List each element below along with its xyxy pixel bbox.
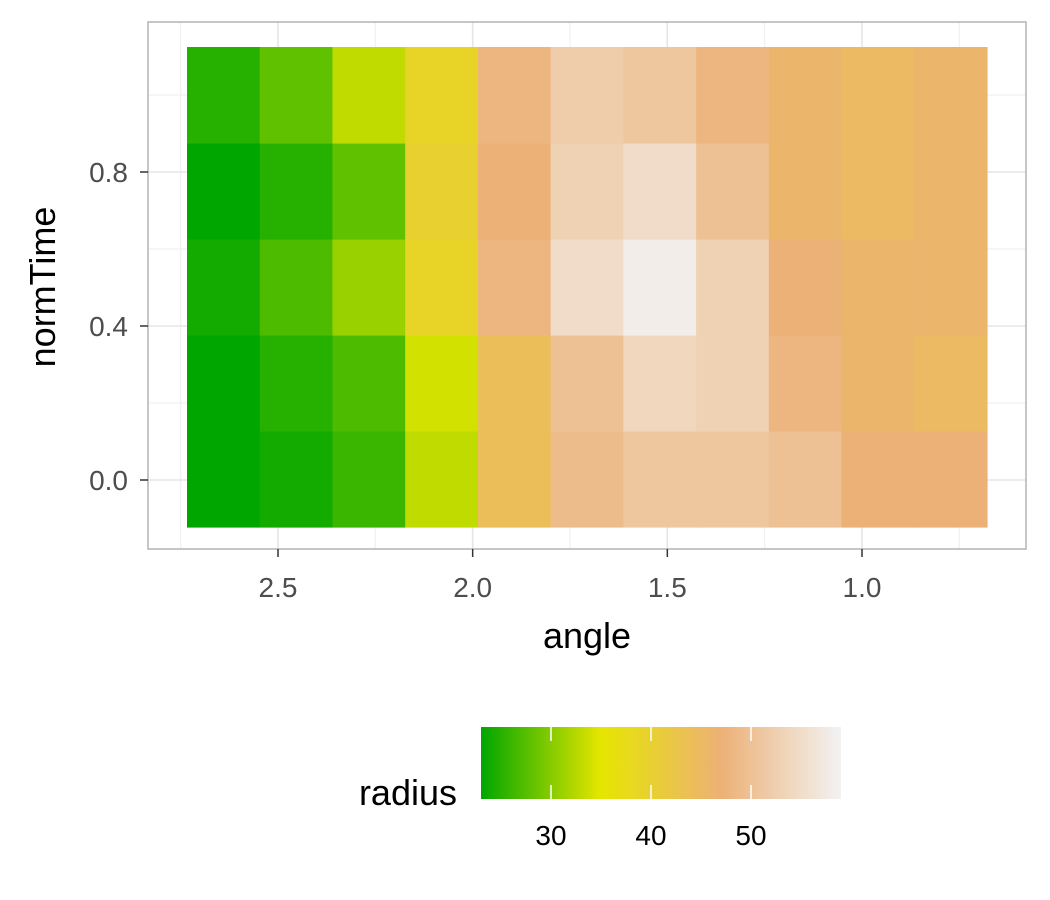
heatmap-cell	[332, 239, 406, 336]
heatmap-cell	[405, 431, 479, 528]
legend-tick-label: 40	[635, 820, 666, 851]
heatmap-cell	[187, 47, 261, 144]
heatmap-cell	[477, 47, 552, 144]
y-tick-label: 0.0	[89, 465, 128, 496]
heatmap-cell	[768, 335, 843, 432]
heatmap-cell	[477, 431, 552, 528]
heatmap-cell	[623, 143, 697, 240]
heatmap-cell	[187, 431, 261, 528]
y-tick-label: 0.4	[89, 311, 128, 342]
heatmap-cell	[841, 47, 915, 144]
heatmap-cell	[550, 143, 624, 240]
heatmap-cell	[841, 335, 915, 432]
heatmap-cell	[332, 47, 406, 144]
y-axis-title: normTime	[22, 207, 63, 368]
heatmap-cell	[477, 335, 552, 432]
y-tick-label: 0.8	[89, 157, 128, 188]
heatmap-cell	[696, 431, 770, 528]
heatmap-cell	[696, 239, 770, 336]
heatmap-cell	[187, 143, 261, 240]
heatmap-cell	[914, 335, 988, 432]
legend-tick-label: 50	[735, 820, 766, 851]
x-tick-label: 2.5	[259, 572, 298, 603]
legend-colorbar	[481, 727, 841, 799]
heatmap-cell	[623, 239, 697, 336]
x-tick-label: 2.0	[453, 572, 492, 603]
heatmap-cell	[332, 431, 406, 528]
heatmap-cell	[914, 47, 988, 144]
legend-title: radius	[359, 772, 457, 813]
x-axis-title: angle	[543, 615, 631, 656]
heatmap-cell	[768, 143, 843, 240]
heatmap-cell	[405, 239, 479, 336]
legend-tick-label: 30	[535, 820, 566, 851]
heatmap-tiles	[187, 47, 988, 528]
heatmap-cell	[914, 431, 988, 528]
heatmap-cell	[623, 335, 697, 432]
heatmap-cell	[259, 143, 334, 240]
heatmap-cell	[259, 431, 334, 528]
heatmap-cell	[332, 335, 406, 432]
heatmap-cell	[841, 431, 915, 528]
heatmap-cell	[550, 431, 624, 528]
x-tick-label: 1.5	[648, 572, 687, 603]
heatmap-cell	[768, 431, 843, 528]
heatmap-cell	[914, 239, 988, 336]
heatmap-cell	[550, 47, 624, 144]
heatmap-cell	[259, 47, 334, 144]
x-tick-label: 1.0	[843, 572, 882, 603]
panel-border	[147, 21, 1027, 550]
heatmap-cell	[187, 335, 261, 432]
heatmap-cell	[405, 143, 479, 240]
heatmap-cell	[332, 143, 406, 240]
heatmap-cell	[841, 239, 915, 336]
legend-ticks: 30 40 50	[535, 727, 767, 851]
heatmap-cell	[477, 143, 552, 240]
heatmap-cell	[477, 239, 552, 336]
heatmap-cell	[550, 335, 624, 432]
heatmap-cell	[696, 335, 770, 432]
heatmap-cell	[841, 143, 915, 240]
legend: radius 30 40 50	[359, 727, 841, 851]
heatmap-cell	[623, 47, 697, 144]
heatmap-cell	[696, 143, 770, 240]
heatmap-cell	[768, 47, 843, 144]
heatmap-cell	[405, 47, 479, 144]
axis-ticks: 2.5 2.0 1.5 1.0 0.0 0.4 0.8	[89, 157, 881, 603]
heatmap-cell	[550, 239, 624, 336]
heatmap-cell	[914, 143, 988, 240]
heatmap-cell	[259, 335, 334, 432]
heatmap-cell	[405, 335, 479, 432]
heatmap-cell	[768, 239, 843, 336]
heatmap-cell	[187, 239, 261, 336]
heatmap-cell	[623, 431, 697, 528]
heatmap-cell	[696, 47, 770, 144]
heatmap-cell	[259, 239, 334, 336]
